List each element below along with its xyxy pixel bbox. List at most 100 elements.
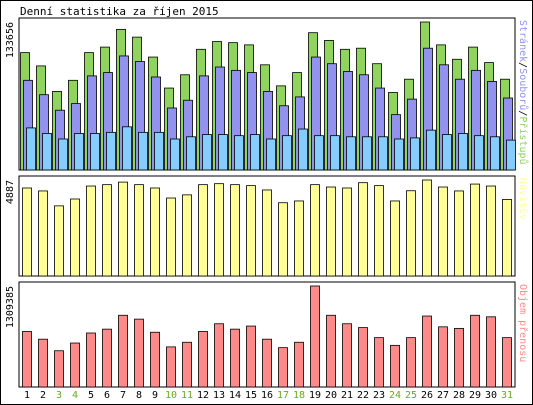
- bar-Stránek-6: [106, 131, 116, 171]
- bar-Objem přenosu-13: [214, 323, 224, 388]
- x-tick-label-29: 29: [469, 390, 481, 401]
- bar-Návštěv-16: [262, 189, 272, 277]
- bar-Návštěv-21: [342, 187, 352, 277]
- bar-Stránek-18: [298, 128, 308, 171]
- bar-Návštěv-2: [38, 190, 48, 277]
- bar-Stránek-4: [74, 133, 84, 171]
- y-max-label-objem-prenosu: 1309385: [5, 286, 16, 328]
- legend-item-0: Návštěv: [517, 178, 529, 220]
- legend-navstev: Návštěv: [517, 178, 529, 220]
- bar-Návštěv-8: [134, 184, 144, 277]
- bar-Stránek-31: [506, 139, 516, 171]
- bar-Návštěv-5: [86, 185, 96, 277]
- x-tick-label-23: 23: [373, 390, 385, 401]
- bar-Návštěv-23: [374, 185, 384, 277]
- bar-Stránek-22: [362, 136, 372, 171]
- bar-Návštěv-20: [326, 186, 336, 277]
- x-tick-label-14: 14: [229, 390, 241, 401]
- x-tick-label-11: 11: [181, 390, 193, 401]
- bar-Objem přenosu-3: [54, 350, 64, 388]
- bar-Objem přenosu-27: [438, 326, 448, 388]
- x-tick-label-6: 6: [104, 390, 110, 401]
- bar-Objem přenosu-4: [70, 342, 80, 388]
- bar-Návštěv-3: [54, 205, 64, 277]
- bar-Objem přenosu-10: [166, 346, 176, 388]
- y-max-label-navstev: 4887: [5, 180, 16, 204]
- bar-Stránek-13: [218, 134, 228, 171]
- bar-Objem přenosu-23: [374, 337, 384, 388]
- bar-Stránek-25: [410, 137, 420, 171]
- x-tick-label-9: 9: [152, 390, 158, 401]
- legend-item-0: Objem přenosu: [517, 284, 529, 362]
- bar-Objem přenosu-12: [198, 331, 208, 388]
- bar-Stránek-17: [282, 135, 292, 171]
- bar-Objem přenosu-11: [182, 341, 192, 388]
- x-tick-label-4: 4: [72, 390, 78, 401]
- bar-Návštěv-29: [470, 183, 480, 277]
- bar-Návštěv-11: [182, 194, 192, 277]
- bar-Objem přenosu-6: [102, 328, 112, 388]
- bar-Objem přenosu-31: [502, 337, 512, 388]
- x-tick-label-20: 20: [325, 390, 337, 401]
- bar-Návštěv-1: [22, 187, 32, 277]
- bar-Stránek-2: [42, 133, 52, 171]
- bar-Objem přenosu-16: [262, 338, 272, 388]
- x-tick-label-15: 15: [245, 390, 257, 401]
- bar-Stránek-10: [170, 138, 180, 171]
- bar-Návštěv-7: [118, 181, 128, 277]
- bar-Stránek-14: [234, 135, 244, 171]
- bar-Návštěv-28: [454, 190, 464, 277]
- x-tick-label-24: 24: [389, 390, 401, 401]
- bar-Návštěv-12: [198, 184, 208, 277]
- bar-Objem přenosu-2: [38, 338, 48, 388]
- bar-Stránek-3: [58, 138, 68, 171]
- bar-Návštěv-13: [214, 183, 224, 277]
- bar-Objem přenosu-30: [486, 316, 496, 388]
- bar-Stránek-26: [426, 129, 436, 171]
- bar-Objem přenosu-1: [22, 331, 32, 388]
- legend-item-3: /: [517, 110, 528, 116]
- bar-Objem přenosu-19: [310, 285, 320, 388]
- bar-Návštěv-18: [294, 200, 304, 277]
- bar-Návštěv-14: [230, 184, 240, 277]
- bar-Návštěv-31: [502, 198, 512, 277]
- bar-Objem přenosu-25: [406, 337, 416, 388]
- bar-Návštěv-22: [358, 182, 368, 277]
- bar-Objem přenosu-24: [390, 344, 400, 388]
- x-tick-label-3: 3: [56, 390, 62, 401]
- bar-Stránek-7: [122, 126, 132, 171]
- x-tick-label-1: 1: [24, 390, 30, 401]
- bar-Objem přenosu-15: [246, 325, 256, 388]
- bar-Objem přenosu-29: [470, 314, 480, 388]
- bar-Objem přenosu-20: [326, 314, 336, 388]
- bar-Návštěv-26: [422, 179, 432, 277]
- bar-Stránek-27: [442, 134, 452, 171]
- bar-Stránek-29: [474, 135, 484, 171]
- bar-Objem přenosu-18: [294, 341, 304, 388]
- bar-Stránek-30: [490, 136, 500, 171]
- bar-Návštěv-4: [70, 198, 80, 277]
- bar-Stránek-23: [378, 136, 388, 171]
- bar-Objem přenosu-9: [150, 331, 160, 388]
- bar-Návštěv-19: [310, 184, 320, 277]
- x-tick-label-7: 7: [120, 390, 126, 401]
- bar-Stránek-20: [330, 135, 340, 171]
- bar-Stránek-8: [138, 131, 148, 171]
- chart-title: Denní statistika za říjen 2015: [20, 5, 219, 18]
- bar-Návštěv-25: [406, 190, 416, 277]
- legend-item-4: Přístupů: [517, 116, 529, 164]
- bar-Stránek-1: [26, 127, 36, 171]
- x-tick-label-12: 12: [197, 390, 209, 401]
- x-tick-label-17: 17: [277, 390, 289, 401]
- x-tick-label-10: 10: [165, 390, 177, 401]
- bar-Stránek-9: [154, 131, 164, 171]
- bar-Stránek-5: [90, 133, 100, 171]
- y-max-label-stranky-soubory-pristupy: 133656: [5, 22, 16, 58]
- legend-item-1: /: [517, 62, 528, 68]
- bar-Stránek-28: [458, 133, 468, 171]
- bar-Objem přenosu-22: [358, 327, 368, 388]
- bar-Stránek-16: [266, 138, 276, 171]
- bar-Stránek-15: [250, 134, 260, 171]
- x-tick-label-2: 2: [40, 390, 46, 401]
